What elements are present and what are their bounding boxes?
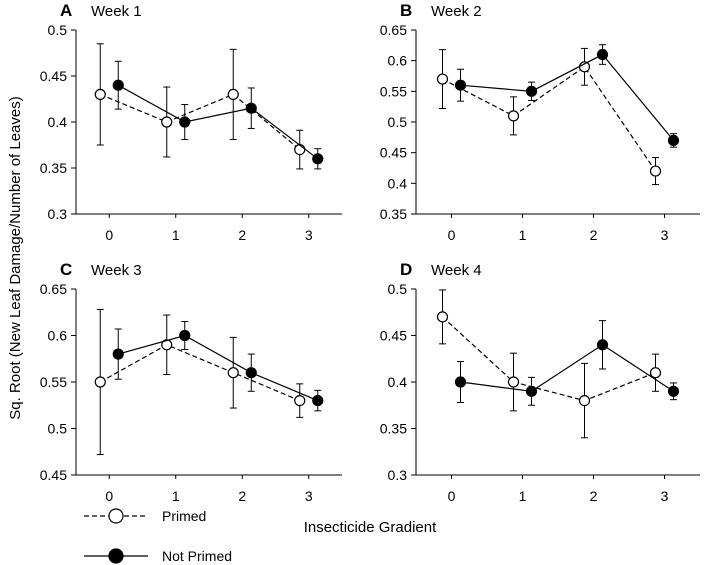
panel-c: C Week 3 0.45 0.5 0.55 0.6 0.65 0 1 2 3 [40,260,342,504]
y-tick-label: 0.35 [40,160,67,176]
y-tick-label: 0.45 [380,328,407,344]
panel-title: Week 2 [431,3,482,20]
series-line-primed [100,93,301,151]
panel-letter: C [60,260,72,279]
x-tick-label: 0 [448,227,456,243]
data-point-primed [94,88,106,101]
legend-primed-marker [108,508,124,524]
y-tick-label: 0.35 [380,206,407,222]
x-tick-label: 3 [305,488,313,504]
data-point-primed [161,116,173,128]
y-tick-label: 0.65 [380,22,407,38]
panel-title: Week 1 [91,3,142,20]
data-point-not-primed [667,385,680,397]
data-point-primed [227,367,239,379]
legend: Primed Not Primed [84,508,232,564]
data-point-not-primed [245,102,257,114]
y-tick-label: 0.5 [48,22,68,38]
data-point-primed [94,376,106,388]
data-point-primed [649,367,662,379]
x-tick-label: 1 [172,488,180,504]
panels: A Week 1 0.3 0.35 0.4 0.45 0.5 0 1 2 3 B Week 2 0.35 0… [40,1,700,504]
y-tick-label: 0.55 [40,374,67,390]
x-tick-label: 0 [105,227,113,243]
x-tick-label: 0 [105,488,113,504]
y-tick-label: 0.4 [388,175,408,191]
y-tick-label: 0.55 [380,83,407,99]
panel-title: Week 4 [431,262,482,279]
x-tick-label: 3 [305,227,313,243]
y-tick-label: 0.35 [380,421,407,437]
panel-letter: D [400,260,412,279]
panel-title: Week 3 [91,262,142,279]
series-line-primed [442,65,656,172]
x-tick-label: 3 [661,227,669,243]
series-line-not-primed [118,334,318,402]
data-point-primed [436,311,449,323]
y-tick-label: 0.6 [48,328,68,344]
x-tick-label: 1 [519,488,527,504]
y-tick-label: 0.5 [388,281,408,297]
data-point-not-primed [179,329,191,342]
x-axis-title: Insecticide Gradient [304,519,437,536]
x-tick-label: 1 [172,227,180,243]
legend-not-primed-label: Not Primed [162,548,232,564]
y-tick-label: 0.3 [388,467,408,483]
y-tick-label: 0.5 [388,114,408,130]
series-line-not-primed [117,84,319,160]
data-point-primed [436,73,449,85]
y-tick-label: 0.65 [40,281,67,297]
data-point-primed [507,110,520,122]
data-point-not-primed [179,116,191,128]
series-line-primed [442,316,656,402]
legend-primed-label: Primed [162,508,206,524]
y-tick-label: 0.45 [40,68,67,84]
data-point-primed [507,376,520,388]
data-point-not-primed [112,348,124,360]
y-tick-label: 0.5 [48,421,68,437]
x-tick-label: 2 [238,227,246,243]
data-point-not-primed [312,153,324,165]
x-tick-label: 2 [590,227,598,243]
data-point-primed [294,395,306,407]
panel-b: B Week 2 0.35 0.4 0.45 0.5 0.55 0.6 0.65 0 1 2 3 [380,1,700,243]
y-axis-title: Sq. Root (New Leaf Damage/Number of Leav… [7,96,24,420]
data-point-not-primed [525,385,538,397]
y-tick-label: 0.4 [48,114,68,130]
data-point-not-primed [596,339,609,351]
panel-d: D Week 4 0.3 0.35 0.4 0.45 0.5 0 1 2 3 [380,260,700,504]
data-point-not-primed [525,85,538,97]
data-point-not-primed [454,376,467,388]
data-point-not-primed [596,48,609,61]
series-line-primed [99,344,300,402]
y-tick-label: 0.3 [48,206,68,222]
panel-a: A Week 1 0.3 0.35 0.4 0.45 0.5 0 1 2 3 [40,1,342,243]
x-tick-label: 2 [590,488,598,504]
legend-not-primed-marker [108,548,124,564]
panel-letter: B [400,1,412,20]
data-point-not-primed [667,134,680,146]
data-point-primed [227,88,239,101]
data-point-primed [578,395,591,407]
data-point-primed [294,144,306,156]
data-point-primed [161,339,173,351]
series-line-not-primed [460,53,674,141]
x-tick-label: 2 [238,488,246,504]
y-tick-label: 0.45 [40,467,67,483]
x-tick-label: 0 [448,488,456,504]
y-tick-label: 0.4 [388,374,408,390]
y-tick-label: 0.6 [388,53,408,69]
data-point-not-primed [245,367,257,379]
data-point-not-primed [112,79,124,91]
x-tick-label: 1 [519,227,527,243]
data-point-not-primed [454,79,467,91]
data-point-not-primed [312,395,324,407]
y-tick-label: 0.45 [380,145,407,161]
panel-letter: A [60,1,72,20]
data-point-primed [649,165,662,177]
series-line-not-primed [460,344,674,392]
x-tick-label: 3 [661,488,669,504]
